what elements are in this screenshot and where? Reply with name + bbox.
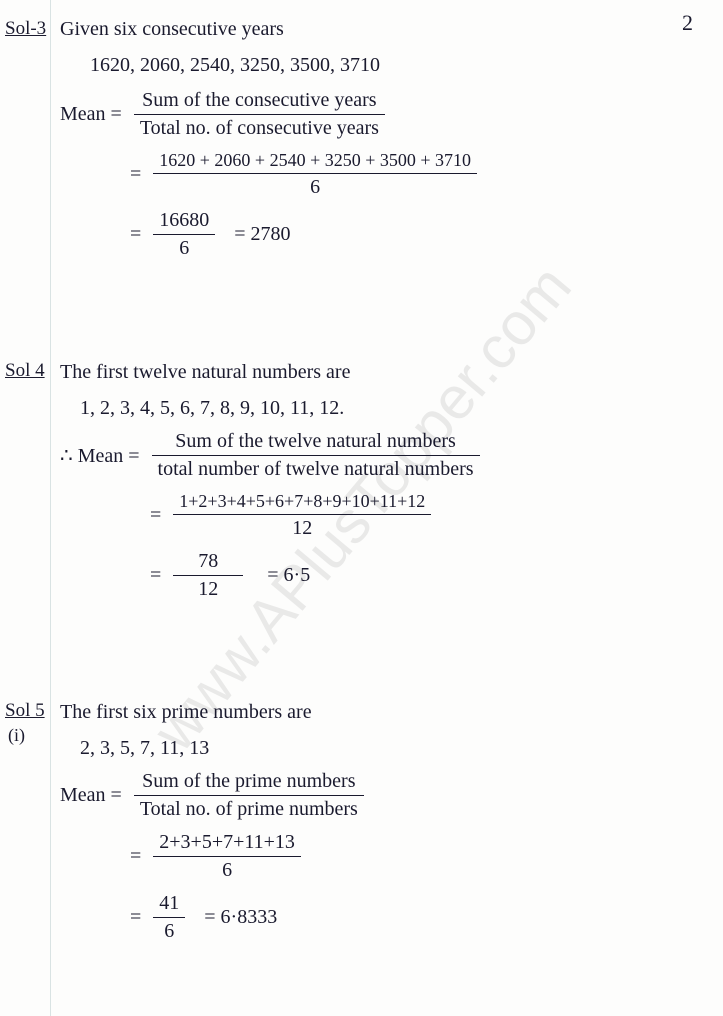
sol5-label: Sol 5: [5, 700, 45, 722]
sol4-sum-num: 78: [173, 550, 243, 576]
sol4-block: The first twelve natural numbers are 1, …: [60, 358, 703, 611]
eq-sign: =: [130, 845, 141, 868]
sol5-sum: 41 6: [153, 892, 185, 943]
sol4-label: Sol 4: [5, 360, 45, 382]
sol4-formula: Sum of the twelve natural numbers total …: [152, 430, 480, 481]
sol4-data: 1, 2, 3, 4, 5, 6, 7, 8, 9, 10, 11, 12.: [60, 394, 703, 422]
sol4-calc: 1+2+3+4+5+6+7+8+9+10+11+12 12: [173, 491, 431, 540]
sol3-formula-num: Sum of the consecutive years: [134, 89, 385, 115]
sol3-label: Sol-3: [5, 18, 46, 40]
sol3-data: 1620, 2060, 2540, 3250, 3500, 3710: [60, 51, 703, 79]
sol5-data: 2, 3, 5, 7, 11, 13: [60, 734, 703, 762]
margin-line: [50, 0, 51, 1016]
sol4-formula-den: total number of twelve natural numbers: [152, 456, 480, 481]
eq-sign: =: [150, 504, 161, 527]
sol3-calc-num: 1620 + 2060 + 2540 + 3250 + 3500 + 3710: [153, 150, 477, 174]
sol3-calc-den: 6: [153, 174, 477, 199]
sol3-block: Given six consecutive years 1620, 2060, …: [60, 15, 703, 270]
sol4-sum: 78 12: [173, 550, 243, 601]
sol5-sub: (i): [8, 725, 25, 746]
sol5-calc-den: 6: [153, 857, 301, 882]
sol5-formula: Sum of the prime numbers Total no. of pr…: [134, 770, 364, 821]
sol4-given: The first twelve natural numbers are: [60, 358, 703, 386]
sol3-mean-label: Mean =: [60, 103, 122, 126]
sol3-result: = 2780: [234, 223, 290, 246]
sol4-mean-label: ∴ Mean =: [60, 443, 140, 468]
sol5-calc: 2+3+5+7+11+13 6: [153, 831, 301, 882]
sol4-formula-num: Sum of the twelve natural numbers: [152, 430, 480, 456]
sol3-sum: 16680 6: [153, 209, 215, 260]
eq-sign: =: [150, 564, 161, 587]
sol4-calc-den: 12: [173, 515, 431, 540]
eq-sign: =: [130, 163, 141, 186]
sol5-calc-num: 2+3+5+7+11+13: [153, 831, 301, 857]
sol3-formula-den: Total no. of consecutive years: [134, 115, 385, 140]
sol4-calc-num: 1+2+3+4+5+6+7+8+9+10+11+12: [173, 491, 431, 515]
sol5-sum-den: 6: [153, 918, 185, 943]
eq-sign: =: [130, 906, 141, 929]
sol3-sum-num: 16680: [153, 209, 215, 235]
sol3-given: Given six consecutive years: [60, 15, 703, 43]
sol4-result: = 6·5: [267, 564, 310, 587]
eq-sign: =: [130, 223, 141, 246]
sol5-formula-den: Total no. of prime numbers: [134, 796, 364, 821]
sol5-mean-label: Mean =: [60, 784, 122, 807]
sol5-given: The first six prime numbers are: [60, 698, 703, 726]
sol5-block: The first six prime numbers are 2, 3, 5,…: [60, 698, 703, 953]
sol4-sum-den: 12: [173, 576, 243, 601]
sol5-formula-num: Sum of the prime numbers: [134, 770, 364, 796]
sol3-formula: Sum of the consecutive years Total no. o…: [134, 89, 385, 140]
sol5-result: = 6·8333: [204, 906, 277, 929]
sol3-calc: 1620 + 2060 + 2540 + 3250 + 3500 + 3710 …: [153, 150, 477, 199]
sol3-sum-den: 6: [153, 235, 215, 260]
sol5-sum-num: 41: [153, 892, 185, 918]
